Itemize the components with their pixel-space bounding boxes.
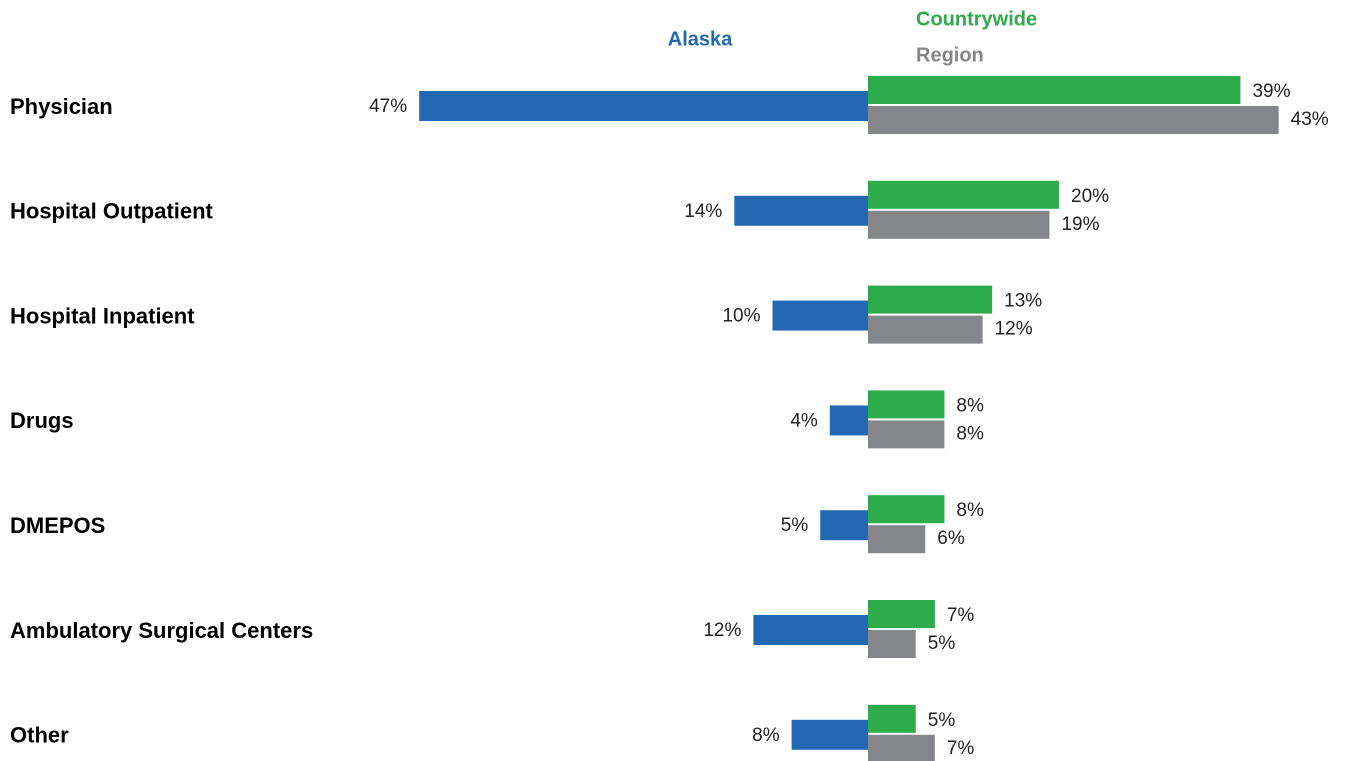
value-label: 19% [1061, 214, 1099, 235]
value-label: 6% [937, 528, 965, 549]
value-label: 8% [956, 500, 984, 521]
bar-alaska [820, 510, 868, 541]
bar-region [868, 315, 983, 344]
bar-alaska [734, 195, 868, 226]
value-label: 7% [947, 605, 975, 626]
bar-countrywide [868, 285, 993, 314]
legend-region: Region [916, 44, 984, 66]
value-label: 5% [928, 710, 956, 731]
category-label: Drugs [10, 408, 74, 433]
value-label: 12% [995, 319, 1033, 340]
category-label: Hospital Outpatient [10, 199, 214, 224]
category-label: Physician [10, 94, 113, 119]
value-label: 5% [781, 515, 809, 536]
bar-alaska [753, 615, 868, 645]
value-label: 47% [369, 96, 407, 117]
category-label: Hospital Inpatient [10, 303, 195, 328]
bar-countrywide [868, 704, 916, 733]
bar-countrywide [868, 600, 935, 628]
category-label: DMEPOS [10, 513, 105, 538]
category-label: Other [10, 723, 69, 748]
bar-alaska [772, 300, 868, 331]
bar-region [868, 525, 926, 554]
bar-countrywide [868, 495, 945, 524]
bar-countrywide [868, 180, 1059, 209]
value-label: 8% [956, 395, 984, 416]
value-label: 4% [790, 410, 818, 431]
bar-countrywide [868, 76, 1241, 104]
bar-alaska [419, 91, 868, 121]
value-label: 5% [928, 633, 956, 654]
value-label: 14% [684, 201, 722, 222]
legend-countrywide: Countrywide [916, 8, 1037, 30]
value-label: 43% [1291, 109, 1329, 130]
value-label: 8% [752, 725, 780, 746]
bar-region [868, 734, 935, 761]
value-label: 10% [722, 306, 760, 327]
value-label: 13% [1004, 291, 1042, 312]
bar-alaska [791, 719, 868, 750]
value-label: 12% [703, 620, 741, 641]
bar-region [868, 420, 945, 449]
legend-alaska: Alaska [668, 28, 733, 50]
bar-region [868, 106, 1279, 134]
bar-region [868, 630, 916, 658]
bar-countrywide [868, 390, 945, 419]
bar-region [868, 210, 1050, 239]
value-label: 8% [956, 423, 984, 444]
category-label: Ambulatory Surgical Centers [10, 618, 313, 643]
value-label: 39% [1252, 81, 1290, 102]
value-label: 20% [1071, 186, 1109, 207]
value-label: 7% [947, 738, 975, 759]
bar-alaska [829, 405, 868, 436]
